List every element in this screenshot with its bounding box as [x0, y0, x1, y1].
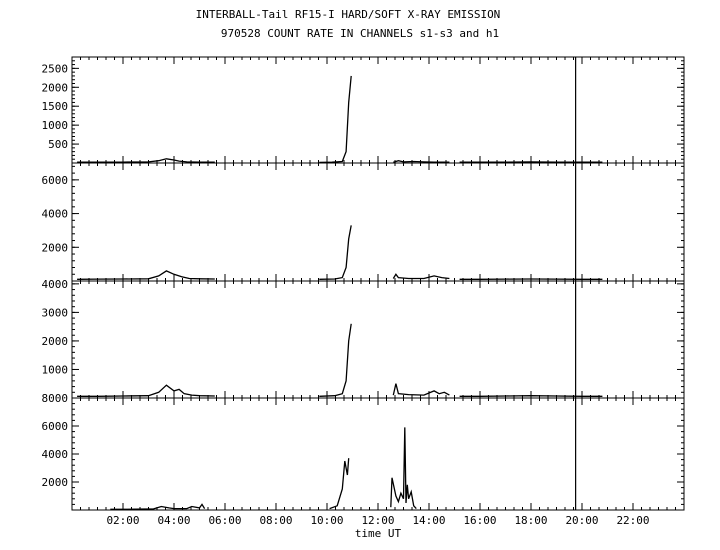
- series-line-h1: [390, 427, 417, 510]
- y-tick-label-h1: 2000: [42, 476, 69, 489]
- y-tick-label-s2: 2000: [42, 241, 69, 254]
- x-tick-label: 06:00: [208, 514, 241, 527]
- y-tick-label-s3: 4000: [42, 278, 69, 291]
- series-line-s2: [319, 225, 352, 280]
- x-tick-label: 10:00: [310, 514, 343, 527]
- series-line-s3: [77, 384, 215, 397]
- panel-frame-s1: [71, 56, 685, 164]
- panel-frame-s3: [71, 280, 685, 399]
- series-line-h1: [110, 503, 206, 510]
- series-line-s1: [319, 75, 352, 164]
- y-tick-label-s1: 500: [48, 138, 68, 151]
- y-tick-label-h1: 6000: [42, 420, 69, 433]
- x-tick-label: 20:00: [565, 514, 598, 527]
- x-tick-label: 02:00: [106, 514, 139, 527]
- chart-subtitle: 970528 COUNT RATE IN CHANNELS s1-s3 and …: [220, 27, 500, 40]
- y-tick-label-s1: 2000: [42, 81, 69, 94]
- x-tick-label: 08:00: [259, 514, 292, 527]
- x-tick-label: 14:00: [412, 514, 445, 527]
- y-tick-label-s3: 3000: [42, 306, 69, 319]
- x-tick-label: 16:00: [463, 514, 496, 527]
- series-line-s3: [319, 323, 352, 397]
- series-line-s2: [77, 270, 215, 280]
- y-tick-label-s3: 1000: [42, 363, 69, 376]
- series-line-s3: [392, 383, 450, 396]
- y-tick-label-s2: 6000: [42, 174, 69, 187]
- x-tick-label: 12:00: [361, 514, 394, 527]
- series-line-h1: [329, 458, 350, 510]
- y-tick-label-s3: 2000: [42, 335, 69, 348]
- y-tick-label-s1: 1500: [42, 100, 69, 113]
- y-tick-label-s1: 2500: [42, 62, 69, 75]
- panel-frame-s2: [71, 162, 685, 282]
- y-tick-label-h1: 4000: [42, 448, 69, 461]
- y-tick-label-s2: 4000: [42, 208, 69, 221]
- x-tick-label: 18:00: [514, 514, 547, 527]
- series-line-s1: [393, 160, 450, 163]
- x-axis-label: time UT: [355, 527, 402, 540]
- y-tick-label-h1: 8000: [42, 392, 69, 405]
- series-line-s2: [392, 273, 450, 280]
- series-line-s3: [459, 395, 603, 397]
- x-tick-label: 04:00: [157, 514, 190, 527]
- x-tick-label: 22:00: [616, 514, 649, 527]
- series-line-s1: [77, 158, 215, 163]
- y-tick-label-s1: 1000: [42, 119, 69, 132]
- chart-title: INTERBALL-Tail RF15-I HARD/SOFT X-RAY EM…: [195, 8, 501, 21]
- panel-frame-h1: [71, 397, 685, 511]
